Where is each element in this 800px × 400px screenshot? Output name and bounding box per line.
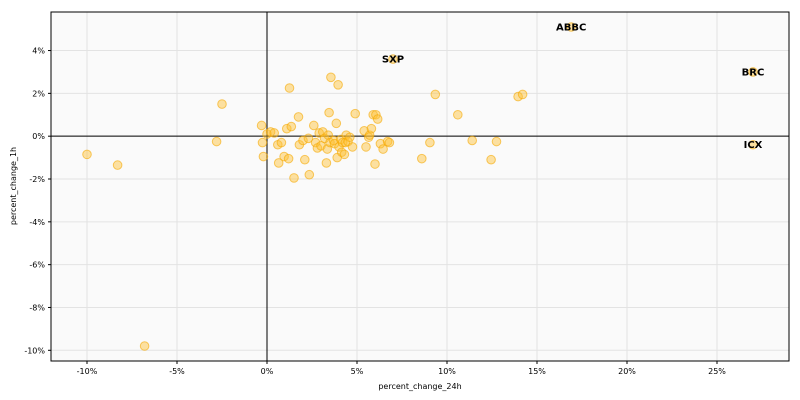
annotations: ABBC SXP BRC ICX [382, 22, 764, 151]
scatter-point [300, 154, 310, 165]
annotation-label: ICX [744, 140, 763, 151]
reference-lines [51, 12, 789, 361]
x-tick-label: 5% [351, 367, 364, 376]
scatter-point [310, 137, 321, 148]
y-tick-label: -8% [29, 303, 45, 312]
x-ticks: -10% -5% 0% 5% 10% 15% 20% 25% [77, 361, 726, 376]
y-tick-label: -10% [24, 346, 45, 355]
scatter-point [265, 127, 276, 137]
scatter-point [309, 120, 319, 131]
scatter-point [486, 154, 496, 165]
data-points [82, 72, 528, 351]
y-tick-label: 2% [32, 89, 45, 98]
y-axis-label: percent_change_1h [9, 147, 18, 225]
scatter-point [256, 120, 267, 131]
scatter-point [289, 173, 299, 183]
scatter-point [425, 137, 435, 148]
x-tick-label: 10% [438, 367, 456, 376]
x-tick-label: 15% [528, 367, 546, 376]
y-tick-label: -6% [29, 261, 45, 270]
annotation-label: BRC [742, 67, 765, 78]
scatter-point [347, 142, 358, 152]
scatter-point [286, 121, 297, 132]
y-tick-label: -2% [29, 175, 45, 184]
x-tick-label: 0% [261, 367, 274, 376]
scatter-point [217, 99, 227, 109]
y-tick-label: -4% [29, 218, 45, 227]
scatter-point [378, 144, 388, 154]
plot-background [51, 12, 789, 361]
scatter-point [279, 151, 289, 162]
scatter-point [339, 149, 350, 160]
scatter-point [513, 91, 523, 102]
scatter-point [283, 153, 294, 164]
y-ticks: 4% 2% 0% -2% -4% -6% -8% -10% [24, 47, 51, 355]
scatter-point [333, 79, 343, 90]
scatter-point [211, 136, 222, 147]
x-tick-label: 20% [618, 367, 636, 376]
scatter-point [453, 109, 463, 120]
scatter-point [112, 160, 123, 170]
scatter-point [384, 137, 395, 148]
scatter-point [284, 83, 295, 93]
annotated-point [566, 22, 577, 32]
annotation-label: ABBC [556, 22, 586, 33]
scatter-point [350, 108, 361, 119]
x-tick-label: -10% [77, 367, 98, 376]
annotated-point [748, 139, 758, 150]
scatter-point [326, 72, 336, 83]
annotated-point [748, 67, 758, 77]
y-tick-label: 4% [32, 47, 45, 56]
scatter-point [293, 112, 304, 122]
y-tick-label: 0% [32, 132, 45, 141]
scatter-point [282, 123, 292, 134]
scatter-point [276, 137, 287, 148]
scatter-point [304, 169, 315, 180]
scatter-point [366, 123, 377, 134]
scatter-point [257, 137, 268, 148]
x-tick-label: -5% [169, 367, 185, 376]
scatter-point [417, 153, 427, 164]
scatter-point [375, 138, 386, 149]
scatter-point [491, 136, 502, 147]
annotated-point [388, 54, 398, 64]
scatter-point [82, 149, 92, 160]
scatter-point [303, 133, 314, 144]
plot-frame [50, 11, 790, 362]
scatter-point [370, 159, 380, 169]
scatter-point [430, 89, 441, 100]
scatter-point [273, 158, 284, 168]
scatter-point [361, 142, 371, 152]
scatter-point [331, 118, 342, 129]
x-tick-label: 25% [708, 367, 726, 376]
scatter-point [372, 114, 383, 124]
scatter-point [269, 128, 280, 138]
scatter-point [324, 107, 334, 118]
scatter-point [345, 132, 355, 143]
x-axis-label: percent_change_24h [378, 382, 461, 391]
scatter-point [258, 151, 269, 162]
annotation-label: SXP [382, 55, 404, 66]
scatter-point [139, 341, 150, 351]
scatter-point [467, 135, 478, 146]
scatter-point [298, 135, 308, 146]
scatter-point [517, 89, 528, 100]
scatter-point [321, 158, 332, 168]
